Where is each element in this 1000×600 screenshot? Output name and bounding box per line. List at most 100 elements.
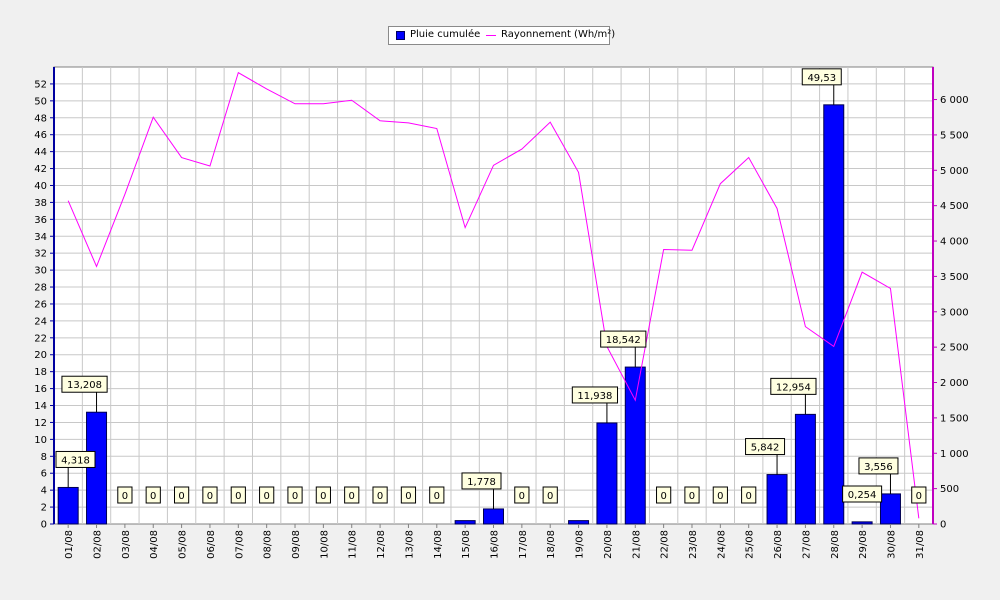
- y-left-tick-label: 34: [34, 232, 47, 243]
- y-left-tick-label: 40: [34, 181, 47, 192]
- data-label-box: [344, 486, 360, 504]
- y-left-tick-label: 36: [34, 215, 47, 226]
- y-left-tick-label: 16: [34, 384, 47, 395]
- line-series: [67, 71, 920, 519]
- data-label-box: [741, 486, 757, 504]
- y-left-tick-label: 8: [41, 452, 47, 463]
- data-label-box: [801, 68, 842, 86]
- data-label-box: [55, 450, 96, 468]
- bar: [879, 493, 901, 525]
- data-label-box: [745, 438, 786, 456]
- legend: Pluie cumulée Rayonnement (Wh/m²): [388, 26, 615, 45]
- x-tick-label: 01/08: [64, 530, 75, 559]
- data-label-box: [145, 486, 161, 504]
- x-tick-label: 28/08: [830, 530, 841, 559]
- x-tick-label: 05/08: [178, 530, 189, 559]
- x-tick-label: 09/08: [291, 530, 302, 559]
- data-label: 1,778: [467, 477, 496, 488]
- y-right-tick-label: 3 000: [940, 307, 969, 318]
- data-label-box: [461, 472, 502, 490]
- x-tick-label: 20/08: [603, 530, 614, 559]
- data-label-box: [684, 486, 700, 504]
- data-label: 0: [235, 491, 241, 502]
- data-label-box: [117, 486, 133, 504]
- y-right-tick-label: 4 500: [940, 201, 969, 212]
- data-label-box: [61, 375, 108, 393]
- bar: [483, 508, 504, 525]
- data-label: 0: [405, 491, 411, 502]
- x-tick-label: 22/08: [660, 530, 671, 559]
- y-left-tick-label: 50: [34, 96, 47, 107]
- y-right-tick-label: 5 500: [940, 130, 969, 141]
- data-labels: 4,318 13,208 0 0 0 0 0 0 0 0 0 0 0 0 1,778 0 0 11,938 18,5…: [55, 68, 927, 509]
- x-tick-label: 16/08: [490, 530, 501, 559]
- y-right-tick-label: 1 500: [940, 413, 969, 424]
- data-label: 0: [178, 491, 184, 502]
- data-label-box: [571, 386, 619, 404]
- y-right-tick-label: 2 500: [940, 343, 969, 354]
- data-label: 13,208: [67, 380, 102, 391]
- bar: [766, 474, 788, 525]
- data-label-box: [600, 330, 647, 348]
- data-label: 49,53: [807, 73, 836, 84]
- data-label-box: [712, 486, 728, 504]
- y-left-tick-label: 12: [34, 418, 47, 429]
- y-left-tick-label: 46: [34, 130, 47, 141]
- x-tick-label: 12/08: [376, 530, 387, 559]
- data-label-box: [842, 485, 883, 503]
- data-label: 12,954: [776, 382, 811, 393]
- data-label: 0: [547, 491, 553, 502]
- x-tick-label: 04/08: [149, 530, 160, 559]
- axes: 0246810121416182022242628303234363840424…: [34, 67, 969, 559]
- x-tick-label: 26/08: [773, 530, 784, 559]
- line-path: [67, 71, 920, 519]
- data-label-box: [400, 486, 417, 504]
- data-label: 0: [519, 491, 525, 502]
- data-label: 0: [292, 491, 298, 502]
- x-tick-label: 07/08: [234, 530, 245, 559]
- x-tick-label: 21/08: [631, 530, 642, 559]
- y-left-tick-label: 24: [34, 316, 47, 327]
- data-label: 0: [320, 491, 326, 502]
- data-label: 11,938: [577, 391, 612, 402]
- y-right-tick-label: 5 000: [940, 166, 969, 177]
- data-label: 0: [660, 491, 666, 502]
- x-tick-label: 30/08: [886, 530, 897, 559]
- data-label: 0: [150, 491, 156, 502]
- bar: [568, 520, 590, 525]
- legend-bar-label: Pluie cumulée: [410, 29, 481, 40]
- data-label-box: [173, 486, 190, 504]
- data-label: 0: [377, 491, 383, 502]
- data-label-box: [429, 486, 445, 504]
- x-tick-label: 06/08: [206, 530, 217, 559]
- y-left-tick-label: 42: [34, 164, 47, 175]
- data-label: 0: [122, 491, 128, 502]
- data-label-box: [230, 486, 246, 504]
- x-tick-label: 31/08: [915, 530, 926, 559]
- y-left-tick-label: 30: [34, 266, 47, 277]
- x-tick-label: 14/08: [433, 530, 444, 559]
- x-tick-label: 08/08: [263, 530, 274, 559]
- bar: [823, 104, 845, 525]
- bar: [596, 422, 618, 525]
- y-left-tick-label: 44: [34, 147, 47, 158]
- data-label: 0: [349, 491, 355, 502]
- y-left-tick-label: 20: [34, 350, 47, 361]
- legend-bar-swatch: [396, 31, 405, 40]
- y-left-tick-label: 26: [34, 299, 47, 310]
- bar: [624, 366, 646, 525]
- x-tick-label: 23/08: [688, 530, 699, 559]
- x-tick-label: 17/08: [518, 530, 529, 559]
- data-label-box: [911, 486, 927, 504]
- y-left-tick-label: 18: [34, 367, 47, 378]
- y-left-tick-label: 48: [34, 113, 47, 124]
- data-label: 5,842: [751, 443, 780, 454]
- x-tick-label: 15/08: [461, 530, 472, 559]
- x-tick-label: 19/08: [575, 530, 586, 559]
- data-label: 0,254: [848, 490, 877, 501]
- x-tick-label: 29/08: [858, 530, 869, 559]
- data-label: 0: [434, 491, 440, 502]
- x-tick-label: 13/08: [404, 530, 415, 559]
